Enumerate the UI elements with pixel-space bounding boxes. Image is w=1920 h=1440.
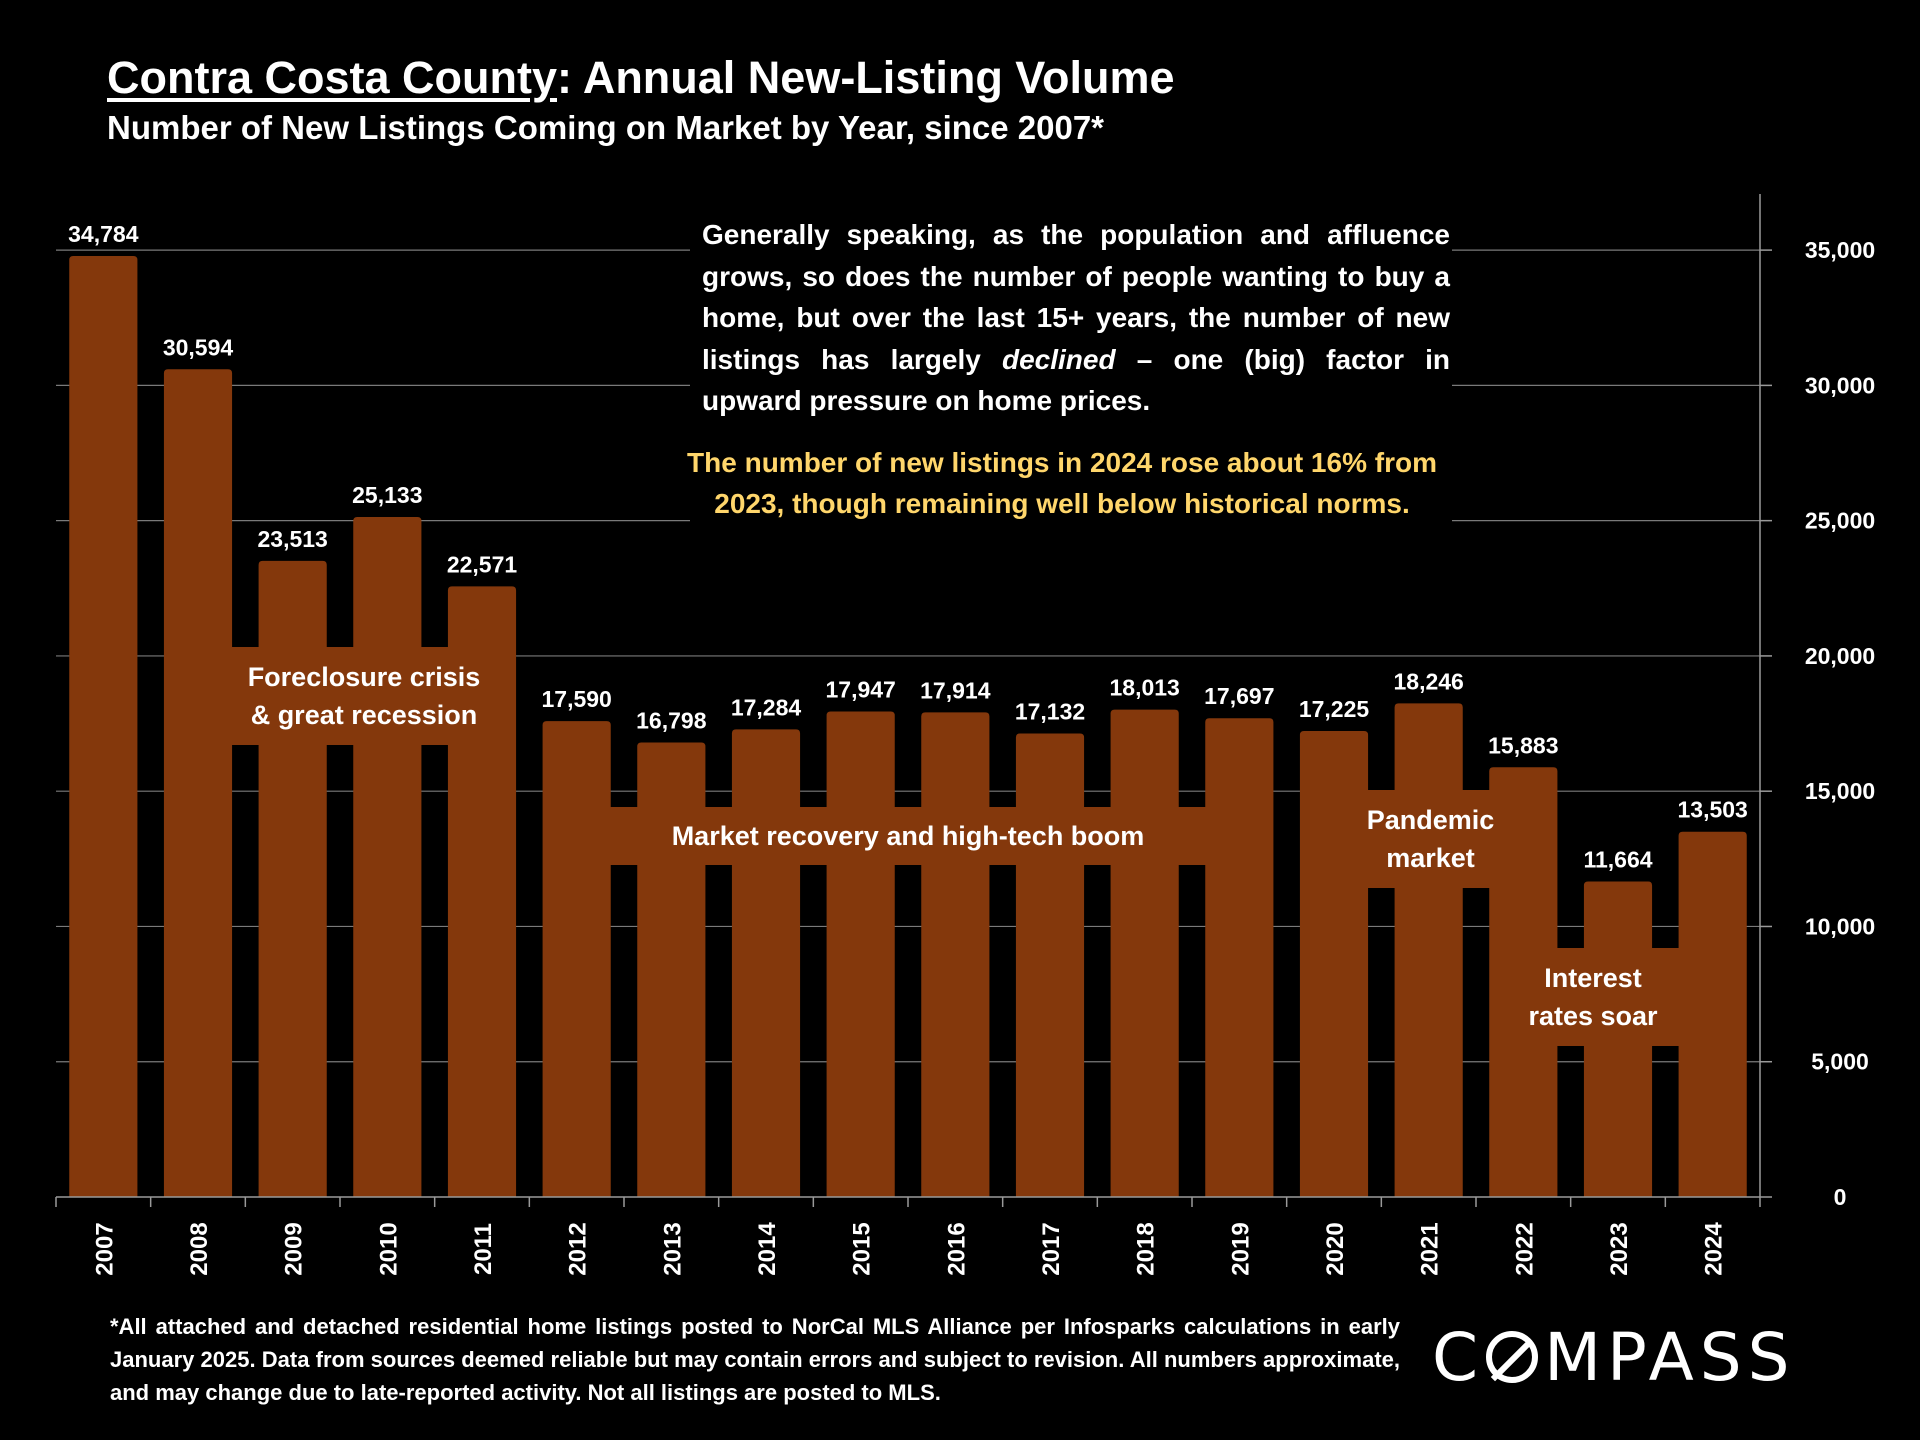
y-tick-label: 35,000 (1805, 237, 1875, 263)
commentary-post: – one (big) factor in upward pressure on… (702, 343, 1451, 417)
x-tick-label: 2008 (186, 1222, 213, 1275)
commentary-emphasis: declined (1002, 343, 1116, 375)
x-tick-label: 2019 (1227, 1222, 1254, 1275)
title-block: Contra Costa County: Annual New-Listing … (107, 50, 1175, 150)
data-label-2007: 34,784 (68, 221, 139, 247)
x-tick-label: 2007 (91, 1222, 118, 1275)
x-tick-label: 2009 (281, 1222, 308, 1275)
bar-2008 (163, 369, 233, 1198)
recession-label-line1: Foreclosure crisis (247, 662, 481, 692)
y-tick-label: 0 (1834, 1184, 1847, 1210)
bar-2017 (1015, 733, 1085, 1197)
x-tick-label: 2020 (1322, 1222, 1349, 1275)
x-tick-label: 2011 (470, 1223, 497, 1275)
interest-rates-band: Interest rates soar (1506, 948, 1680, 1046)
pandemic-label-line1: Pandemic (1366, 805, 1495, 835)
data-label-2018: 18,013 (1109, 675, 1179, 701)
commentary-pre: Generally speaking, as the population an… (702, 219, 1450, 375)
recovery-label: Market recovery and high-tech boom (671, 821, 1145, 851)
data-label-2014: 17,284 (731, 694, 802, 720)
data-label-2020: 17,225 (1299, 696, 1370, 722)
recession-band: Foreclosure crisis & great recession (232, 647, 496, 745)
bar-2007 (69, 255, 138, 1197)
y-tick-label: 30,000 (1805, 372, 1875, 398)
title-county: Contra Costa County (107, 52, 557, 103)
pandemic-label-line2: market (1386, 843, 1475, 873)
data-label-2017: 17,132 (1015, 699, 1085, 725)
bar-2024 (1678, 831, 1747, 1197)
y-tick-label: 15,000 (1805, 778, 1875, 804)
compass-o-icon (1486, 1331, 1539, 1383)
bar-2010 (353, 517, 422, 1197)
rates-label-line2: rates soar (1528, 1001, 1658, 1031)
x-tick-label: 2021 (1417, 1222, 1444, 1275)
bar-2012 (542, 721, 611, 1197)
y-tick-label: 10,000 (1805, 913, 1875, 939)
highlight-note: The number of new listings in 2024 rose … (687, 446, 1437, 520)
data-label-2019: 17,697 (1204, 683, 1274, 709)
x-tick-label: 2023 (1606, 1222, 1633, 1275)
rates-label-line1: Interest (1544, 963, 1642, 993)
commentary-box: Generally speaking, as the population an… (687, 210, 1452, 528)
bar-2018 (1110, 709, 1179, 1197)
data-label-2012: 17,590 (541, 686, 611, 712)
logo-text-left: C (1432, 1318, 1485, 1396)
bar-2019 (1205, 718, 1274, 1197)
compass-logo: C MPASS (1432, 1319, 1796, 1396)
y-tick-label: 5,000 (1811, 1049, 1869, 1075)
bar-2014 (731, 729, 801, 1197)
bar-2015 (826, 711, 895, 1197)
data-label-2011: 22,571 (447, 551, 518, 577)
axes (55, 194, 1772, 1207)
data-label-2010: 25,133 (352, 482, 422, 508)
pandemic-band: Pandemic market (1342, 790, 1519, 888)
commentary-text: Generally speaking, as the population an… (702, 214, 1450, 422)
bar-2021 (1394, 703, 1463, 1197)
x-tick-label: 2014 (754, 1222, 781, 1276)
x-tick-label: 2017 (1038, 1222, 1065, 1275)
data-label-2008: 30,594 (163, 334, 234, 360)
x-tick-label: 2010 (375, 1222, 402, 1275)
x-tick-label: 2013 (659, 1222, 686, 1275)
data-label-2023: 11,664 (1583, 846, 1652, 872)
logo-text-right: MPASS (1544, 1318, 1796, 1396)
recovery-band: Market recovery and high-tech boom (608, 807, 1208, 865)
x-tick-label: 2018 (1133, 1222, 1160, 1275)
y-tick-label: 25,000 (1805, 508, 1875, 534)
chart-subtitle: Number of New Listings Coming on Market … (107, 109, 1105, 146)
x-tick-label: 2024 (1701, 1222, 1728, 1276)
x-tick-label: 2022 (1511, 1222, 1538, 1275)
title-rest: : Annual New-Listing Volume (557, 52, 1175, 103)
data-label-2022: 15,883 (1488, 732, 1558, 758)
footnote: *All attached and detached residential h… (110, 1314, 1400, 1405)
recession-label-line2: & great recession (250, 700, 478, 730)
x-tick-label: 2016 (943, 1222, 970, 1275)
data-label-2015: 17,947 (825, 676, 895, 702)
bar-2016 (921, 712, 990, 1197)
chart-title: Contra Costa County: Annual New-Listing … (107, 50, 1175, 106)
labels: 0 5,000 10,000 15,000 20,000 25,000 30,000 35,0… (68, 221, 1875, 1276)
x-tick-label: 2015 (849, 1222, 876, 1275)
data-label-2013: 16,798 (636, 708, 707, 734)
y-tick-label: 20,000 (1805, 643, 1875, 669)
x-tick-label: 2012 (565, 1222, 592, 1275)
data-label-2024: 13,503 (1677, 797, 1747, 823)
data-label-2016: 17,914 (920, 677, 991, 703)
data-label-2009: 23,513 (257, 526, 327, 552)
data-label-2021: 18,246 (1393, 668, 1463, 694)
